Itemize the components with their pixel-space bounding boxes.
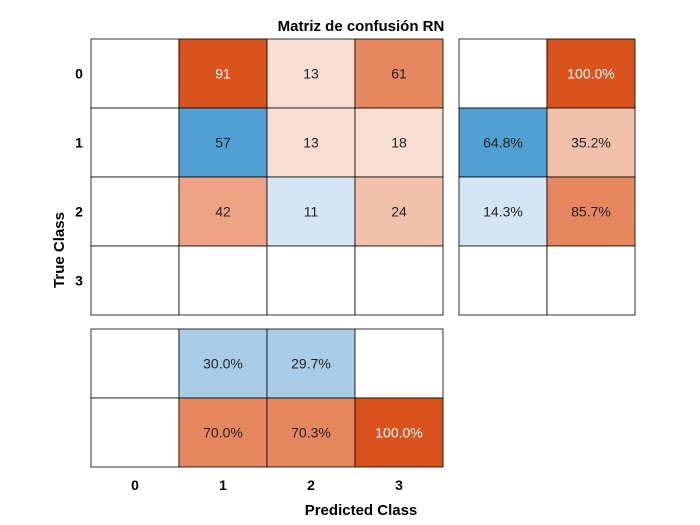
matrix-cell-r1-c2-value: 13 bbox=[303, 135, 319, 151]
row-summary-cell-r3-c1-bg bbox=[546, 245, 636, 316]
x-axis-label: Predicted Class bbox=[305, 502, 418, 519]
matrix-cell-r3-c1-bg bbox=[178, 245, 268, 316]
confusion-matrix-grid: 91 13 61 57 13 18 42 11 24 bbox=[90, 38, 444, 316]
column-summary-cell-r1-c2-value: 70.3% bbox=[291, 425, 331, 441]
y-tick-label-0: 0 bbox=[75, 66, 83, 82]
matrix-cell-r1-c1-value: 57 bbox=[215, 135, 231, 151]
matrix-cell-r0-c3-value: 61 bbox=[391, 66, 407, 82]
column-summary-cell-r0-c2-value: 29.7% bbox=[291, 356, 331, 372]
column-summary-cell-r0-c2-bg bbox=[266, 328, 356, 399]
row-summary-cell-r2-c1-bg bbox=[546, 176, 636, 247]
row-summary-cell-r3-c0-bg bbox=[458, 245, 548, 316]
chart-title: Matriz de confusión RN bbox=[278, 18, 445, 35]
matrix-cell-r0-c1-bg bbox=[178, 38, 268, 109]
x-tick-label-2: 2 bbox=[307, 477, 315, 493]
matrix-cell-r1-c2-bg bbox=[266, 107, 356, 178]
column-summary-cell-r0-c1-bg bbox=[178, 328, 268, 399]
matrix-cell-r0-c2-bg bbox=[266, 38, 356, 109]
y-tick-label-1: 1 bbox=[75, 135, 83, 151]
y-axis-label: True Class bbox=[51, 212, 68, 288]
y-tick-label-3: 3 bbox=[75, 273, 83, 289]
matrix-cell-r2-c1-value: 42 bbox=[215, 204, 231, 220]
column-summary-cell-r1-c3-value: 100.0% bbox=[375, 425, 422, 441]
column-summary-cell-r0-c1-value: 30.0% bbox=[203, 356, 243, 372]
x-tick-label-3: 3 bbox=[395, 477, 403, 493]
matrix-cell-r2-c0-bg bbox=[90, 176, 180, 247]
column-summary-cell-r1-c0-bg bbox=[90, 397, 180, 468]
matrix-cell-r0-c2-value: 13 bbox=[303, 66, 319, 82]
matrix-cell-r0-c0-bg bbox=[90, 38, 180, 109]
row-summary-cell-r0-c1-bg bbox=[546, 38, 636, 109]
matrix-cell-r1-c1-bg bbox=[178, 107, 268, 178]
x-tick-label-0: 0 bbox=[131, 477, 139, 493]
column-summary-cell-r0-c0-bg bbox=[90, 328, 180, 399]
y-tick-label-2: 2 bbox=[75, 204, 83, 220]
matrix-cell-r1-c3-value: 18 bbox=[391, 135, 407, 151]
row-summary-cell-r1-c1-bg bbox=[546, 107, 636, 178]
matrix-cell-r2-c2-value: 11 bbox=[304, 204, 319, 220]
matrix-cell-r3-c2-bg bbox=[266, 245, 356, 316]
row-summary-cell-r1-c0-value: 64.8% bbox=[483, 135, 523, 151]
row-summary-grid: 100.0% 64.8% 35.2% 14.3% 85.7% bbox=[458, 38, 636, 316]
matrix-cell-r0-c1-value: 91 bbox=[215, 66, 231, 82]
row-summary-cell-r2-c0-bg bbox=[458, 176, 548, 247]
row-summary-cell-r2-c1-value: 85.7% bbox=[571, 204, 611, 220]
matrix-cell-r2-c3-value: 24 bbox=[391, 204, 407, 220]
matrix-cell-r3-c3-bg bbox=[354, 245, 444, 316]
matrix-cell-r0-c3-bg bbox=[354, 38, 444, 109]
row-summary-cell-r0-c1-value: 100.0% bbox=[567, 66, 614, 82]
matrix-cell-r1-c3-bg bbox=[354, 107, 444, 178]
column-summary-cell-r1-c1-value: 70.0% bbox=[203, 425, 243, 441]
column-summary-cell-r1-c2-bg bbox=[266, 397, 356, 468]
x-tick-label-1: 1 bbox=[219, 477, 227, 493]
column-summary-cell-r1-c1-bg bbox=[178, 397, 268, 468]
column-summary-grid: 30.0% 29.7% 70.0% 70.3% 100.0% bbox=[90, 328, 444, 468]
column-summary-cell-r1-c3-bg bbox=[354, 397, 444, 468]
matrix-cell-r1-c0-bg bbox=[90, 107, 180, 178]
row-summary-cell-r1-c1-value: 35.2% bbox=[571, 135, 611, 151]
matrix-cell-r3-c0-bg bbox=[90, 245, 180, 316]
row-summary-cell-r2-c0-value: 14.3% bbox=[483, 204, 523, 220]
column-summary-cell-r0-c3-bg bbox=[354, 328, 444, 399]
matrix-cell-r2-c2-bg bbox=[266, 176, 356, 247]
row-summary-cell-r0-c0-bg bbox=[458, 38, 548, 109]
